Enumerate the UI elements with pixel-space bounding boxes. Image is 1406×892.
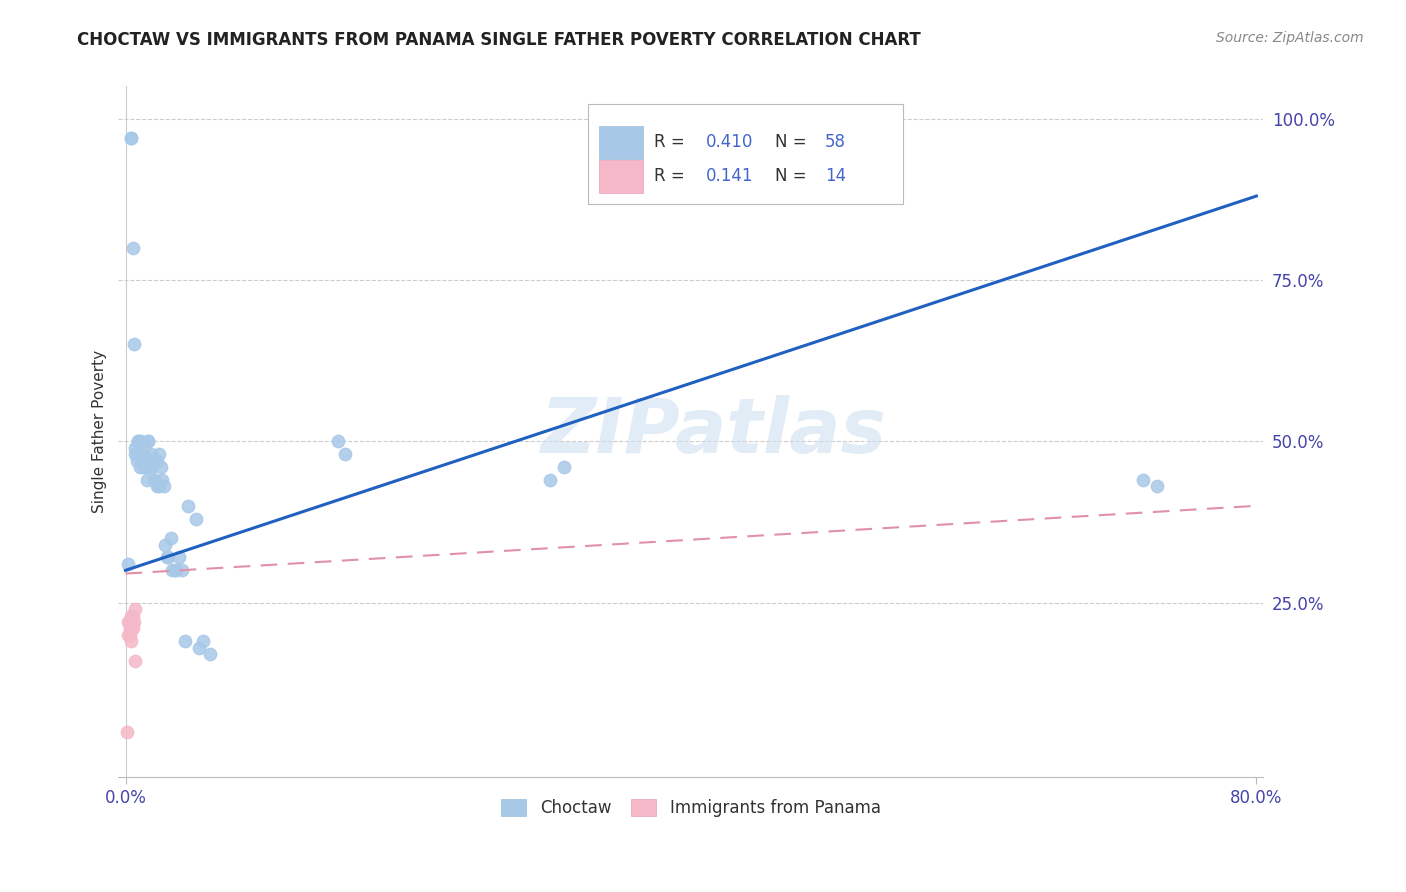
Point <box>128 447 150 461</box>
Point <box>120 608 142 623</box>
Point <box>160 563 183 577</box>
Point <box>118 622 141 636</box>
Point <box>333 447 356 461</box>
Point <box>139 460 162 475</box>
Legend: Choctaw, Immigrants from Panama: Choctaw, Immigrants from Panama <box>495 792 887 824</box>
Point <box>134 460 156 475</box>
Point <box>177 499 200 513</box>
Point <box>139 447 162 461</box>
Text: N =: N = <box>775 133 811 151</box>
Point <box>143 473 166 487</box>
Point <box>129 434 152 449</box>
Point <box>124 447 146 461</box>
Point <box>326 434 349 449</box>
Point <box>148 479 170 493</box>
Point <box>159 531 181 545</box>
Point <box>117 628 139 642</box>
Point <box>124 654 146 668</box>
Point <box>148 447 170 461</box>
Point <box>1146 479 1168 493</box>
Point <box>120 634 142 648</box>
Point <box>134 453 156 467</box>
Bar <box>599 126 643 159</box>
Point <box>121 622 143 636</box>
Point <box>124 441 146 455</box>
Text: CHOCTAW VS IMMIGRANTS FROM PANAMA SINGLE FATHER POVERTY CORRELATION CHART: CHOCTAW VS IMMIGRANTS FROM PANAMA SINGLE… <box>77 31 921 49</box>
Point <box>127 434 149 449</box>
Point <box>121 608 143 623</box>
Point <box>167 550 190 565</box>
Point <box>142 473 165 487</box>
Point <box>132 447 155 461</box>
Point <box>141 460 163 475</box>
Point <box>122 615 145 629</box>
Point <box>136 434 159 449</box>
Point <box>120 622 142 636</box>
Point <box>135 473 157 487</box>
Point <box>165 563 187 577</box>
Text: 14: 14 <box>825 167 846 185</box>
Point <box>136 434 159 449</box>
Text: R =: R = <box>654 133 690 151</box>
Point <box>153 537 176 551</box>
Point <box>135 453 157 467</box>
Point <box>138 453 160 467</box>
Point <box>152 479 174 493</box>
Point <box>163 563 186 577</box>
Text: ZIPatlas: ZIPatlas <box>541 394 887 468</box>
Point <box>553 460 575 475</box>
Point <box>129 447 152 461</box>
Point <box>155 550 177 565</box>
Point <box>538 473 561 487</box>
Text: 0.410: 0.410 <box>706 133 754 151</box>
Point <box>131 453 153 467</box>
Text: 58: 58 <box>825 133 846 151</box>
Y-axis label: Single Father Poverty: Single Father Poverty <box>93 350 107 513</box>
Point <box>115 724 138 739</box>
Text: Source: ZipAtlas.com: Source: ZipAtlas.com <box>1216 31 1364 45</box>
Point <box>125 447 148 461</box>
Point <box>118 615 141 629</box>
Point <box>149 460 172 475</box>
Point <box>118 628 141 642</box>
Point <box>132 460 155 475</box>
Point <box>122 337 145 351</box>
Point <box>127 434 149 449</box>
Point <box>145 479 167 493</box>
Point <box>156 550 179 565</box>
Text: N =: N = <box>775 167 811 185</box>
Point <box>170 563 193 577</box>
Point <box>150 473 173 487</box>
Point <box>121 241 143 255</box>
FancyBboxPatch shape <box>588 103 903 203</box>
Bar <box>599 160 643 193</box>
Point <box>120 131 142 145</box>
Point <box>120 131 142 145</box>
Point <box>145 453 167 467</box>
Point <box>188 640 211 655</box>
Text: R =: R = <box>654 167 690 185</box>
Point <box>117 615 139 629</box>
Point <box>124 602 146 616</box>
Point <box>1132 473 1154 487</box>
Point <box>117 557 139 571</box>
Point <box>193 634 215 648</box>
Point <box>173 634 195 648</box>
Point <box>128 460 150 475</box>
Text: 0.141: 0.141 <box>706 167 754 185</box>
Point <box>186 512 208 526</box>
Point <box>200 647 222 661</box>
Point <box>125 453 148 467</box>
